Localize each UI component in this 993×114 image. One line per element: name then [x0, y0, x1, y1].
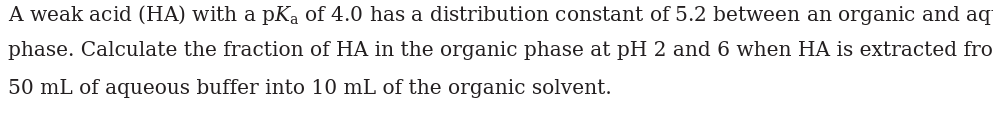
Text: A weak acid (HA) with a p$K_\mathregular{a}$ of 4.0 has a distribution constant : A weak acid (HA) with a p$K_\mathregular… — [8, 3, 993, 27]
Text: 50 mL of aqueous buffer into 10 mL of the organic solvent.: 50 mL of aqueous buffer into 10 mL of th… — [8, 79, 612, 97]
Text: phase. Calculate the fraction of HA in the organic phase at pH 2 and 6 when HA i: phase. Calculate the fraction of HA in t… — [8, 41, 993, 60]
